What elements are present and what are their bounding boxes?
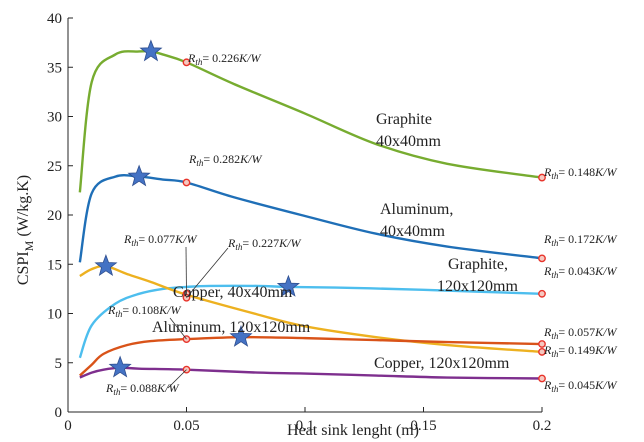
y-axis-label-group: CSPIM (W/kg.K) (15, 175, 36, 285)
rth-label-1-1: Rth= 0.172K/W (543, 232, 617, 248)
axes: 0 0.05 0.1 0.15 0.2 0 5 10 15 20 25 30 35 40 (47, 11, 551, 434)
y-tick-label: 25 (47, 159, 62, 175)
series-label-4-0: Aluminum, 120x120mm (152, 319, 311, 336)
series-label-0-1: 40x40mm (376, 133, 441, 150)
star-4 (229, 324, 253, 347)
x-tick-label: 0.1 (296, 418, 315, 434)
x-tick-label: 0.2 (533, 418, 552, 434)
star-0 (139, 39, 163, 62)
y-axis-label: CSPIM (W/kg.K) (15, 175, 36, 285)
rth-label-3-0: Rth= 0.077K/W (123, 232, 197, 248)
series-label-3-0: Copper, 40x40mm (173, 284, 293, 301)
y-tick-label: 40 (47, 11, 62, 27)
rth-leader-3 (167, 369, 187, 389)
y-tick-label: 10 (47, 307, 62, 323)
star-5 (108, 355, 132, 378)
series-label-1-0: Aluminum, (380, 201, 453, 218)
rth-label-5-0: Rth= 0.088K/W (105, 381, 179, 397)
marker-0-0 (182, 58, 191, 67)
y-tick-label: 0 (55, 405, 63, 421)
series-label-0-0: Graphite (376, 111, 432, 128)
y-tick-label: 30 (47, 110, 62, 126)
rth-label-0-0: Rth= 0.226K/W (187, 51, 261, 67)
series-label-2-1: 120x120mm (437, 278, 518, 295)
series-line-2 (78, 284, 543, 359)
series-line-4 (79, 335, 543, 377)
rth-leader-2 (169, 317, 187, 340)
marker-5-1 (538, 374, 546, 383)
series-line-1 (78, 174, 543, 263)
series-label-2-0: Graphite, (448, 256, 508, 273)
x-axis-label: Heat sink lenght (m) (287, 422, 419, 439)
x-tick-label: 0.15 (410, 418, 436, 434)
series-line-0 (78, 49, 543, 193)
rth-label-0-1: Rth= 0.148K/W (543, 165, 617, 181)
rth-label-3-1: Rth= 0.149K/W (543, 343, 617, 359)
marker-4-1 (538, 340, 546, 348)
x-tick-label: 0.05 (173, 418, 199, 434)
y-axis-label-sub: M (22, 240, 36, 251)
marker-1-1 (538, 254, 546, 263)
marker-0-1 (538, 173, 546, 182)
y-tick-label: 5 (55, 356, 63, 372)
rth-leader-1 (186, 247, 229, 298)
star-3 (94, 254, 118, 277)
optimum-stars (94, 39, 301, 378)
series-label-1-1: 40x40mm (380, 223, 445, 240)
series-lines (78, 49, 543, 380)
star-2 (276, 274, 301, 297)
y-tick-label: 35 (47, 60, 62, 76)
rth-label-4-1: Rth= 0.057K/W (543, 325, 617, 341)
series-label-5-0: Copper, 120x120mm (374, 355, 510, 372)
rth-label-5-1: Rth= 0.045K/W (543, 378, 617, 394)
y-axis-label-main: CSPI (15, 251, 32, 285)
rth-annotations: Rth= 0.226K/W Rth= 0.148K/W Rth= 0.282K/W R… (105, 51, 617, 397)
y-axis-label-unit: (W/kg.K) (15, 175, 32, 237)
point-markers (182, 58, 546, 383)
rth-label-4-0: Rth= 0.108K/W (107, 303, 181, 319)
y-tick-label: 20 (47, 208, 62, 224)
series-labels: Graphite40x40mmAluminum,40x40mmGraphite,… (152, 111, 518, 372)
y-tick-label: 15 (47, 257, 62, 273)
marker-2-1 (538, 289, 546, 298)
marker-3-1 (538, 348, 546, 356)
series-line-5 (79, 366, 543, 380)
rth-label-2-1: Rth= 0.043K/W (543, 264, 617, 280)
x-tick-label: 0 (64, 418, 72, 434)
star-1 (127, 164, 151, 187)
rth-label-2-0: Rth= 0.227K/W (227, 236, 301, 252)
rth-leader-0 (185, 246, 187, 295)
rth-label-1-0: Rth= 0.282K/W (188, 152, 262, 168)
marker-1-0 (182, 178, 191, 187)
